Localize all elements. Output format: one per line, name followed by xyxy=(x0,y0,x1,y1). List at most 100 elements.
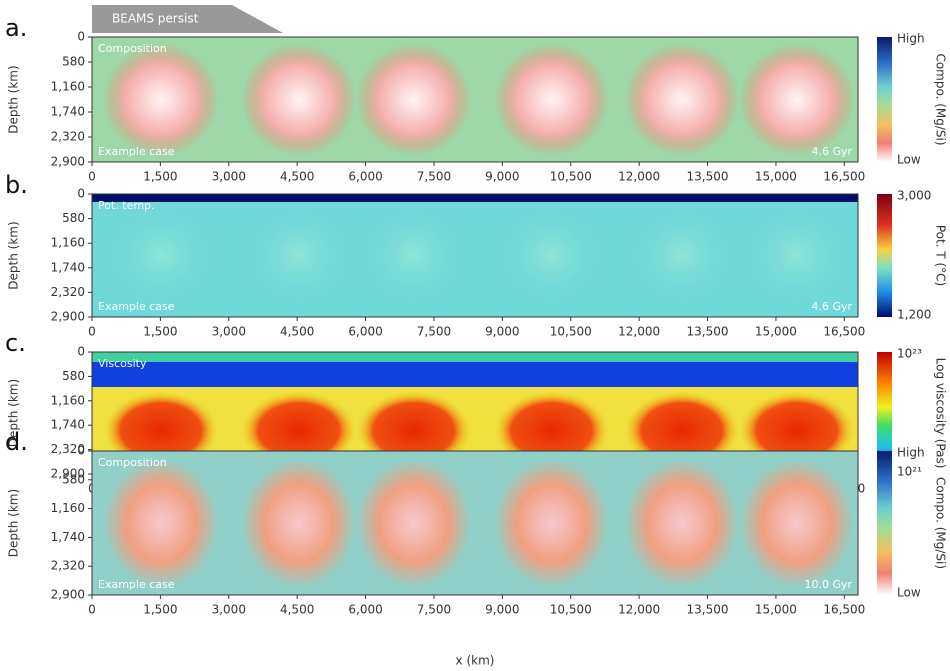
vortex xyxy=(739,200,854,311)
x-tick-label: 9,000 xyxy=(485,603,519,617)
x-tick-label: 7,500 xyxy=(417,603,451,617)
x-tick-label: 15,000 xyxy=(755,325,797,339)
vortex xyxy=(494,43,609,156)
x-tick-label: 4,500 xyxy=(280,170,314,184)
colorbar-top: High xyxy=(897,32,925,46)
banner: BEAMS persist xyxy=(112,12,199,26)
panel-letter: b. xyxy=(5,171,28,199)
inset-title: Viscosity xyxy=(98,357,147,370)
x-tick-label: 12,000 xyxy=(618,603,660,617)
vortex xyxy=(624,43,739,156)
colorbar-bottom: Low xyxy=(897,153,921,167)
vortex xyxy=(241,43,356,156)
panel-letter: c. xyxy=(5,329,26,357)
panel-letter: d. xyxy=(5,428,28,456)
x-axis-label: x (km) xyxy=(456,654,495,668)
cold-layer xyxy=(92,194,858,202)
colorbar-bottom: 10²¹ xyxy=(897,465,922,479)
y-tick-label: 580 xyxy=(62,472,85,486)
x-tick-label: 12,000 xyxy=(618,325,660,339)
vortex xyxy=(103,458,218,588)
vortex xyxy=(241,200,356,311)
x-tick-label: 4,500 xyxy=(280,603,314,617)
colorbar-label: Compo. (Mg/Si) xyxy=(934,477,948,569)
lid-layer xyxy=(92,362,858,387)
x-tick-label: 0 xyxy=(88,170,96,184)
inset-title: Composition xyxy=(98,42,167,55)
x-tick-label: 4,500 xyxy=(280,325,314,339)
y-tick-label: 0 xyxy=(77,30,85,44)
vortex xyxy=(103,200,218,311)
colorbar-bottom: Low xyxy=(897,586,921,600)
x-tick-label: 6,000 xyxy=(348,170,382,184)
y-tick-label: 2,320 xyxy=(51,559,85,573)
y-tick-label: 1,160 xyxy=(51,393,85,407)
x-tick-label: 3,000 xyxy=(212,325,246,339)
x-tick-label: 16,500 xyxy=(823,170,865,184)
colorbar-label: Compo. (Mg/Si) xyxy=(934,53,948,145)
y-tick-label: 1,740 xyxy=(51,418,85,432)
colorbar-bottom: 1,200 xyxy=(897,308,931,322)
y-tick-label: 2,900 xyxy=(51,155,85,169)
x-tick-label: 7,500 xyxy=(417,325,451,339)
x-tick-label: 10,500 xyxy=(550,325,592,339)
x-tick-label: 6,000 xyxy=(348,603,382,617)
inset-title: Pot. temp. xyxy=(98,199,155,212)
inset-case: Example case xyxy=(98,145,175,158)
x-tick-label: 0 xyxy=(88,603,96,617)
colorbar xyxy=(877,451,892,595)
vortex xyxy=(739,458,854,588)
y-tick-label: 2,900 xyxy=(51,310,85,324)
x-tick-label: 13,500 xyxy=(687,170,729,184)
x-tick-label: 10,500 xyxy=(550,603,592,617)
y-tick-label: 1,160 xyxy=(51,501,85,515)
inset-case: Example case xyxy=(98,300,175,313)
vortex xyxy=(739,43,854,156)
y-tick-label: 0 xyxy=(77,187,85,201)
inset-age: 4.6 Gyr xyxy=(811,145,852,158)
x-tick-label: 15,000 xyxy=(755,170,797,184)
inset-title: Composition xyxy=(98,456,167,469)
y-axis-label: Depth (km) xyxy=(7,221,21,289)
y-tick-label: 1,160 xyxy=(51,80,85,94)
colorbar-label: Log viscosity (Pas) xyxy=(934,358,948,469)
vortex xyxy=(494,458,609,588)
colorbar xyxy=(877,194,892,317)
colorbar-top: 3,000 xyxy=(897,189,931,203)
x-tick-label: 12,000 xyxy=(618,170,660,184)
vortex xyxy=(494,200,609,311)
y-tick-label: 2,900 xyxy=(51,588,85,602)
x-tick-label: 16,500 xyxy=(823,325,865,339)
x-tick-label: 9,000 xyxy=(485,170,519,184)
y-tick-label: 580 xyxy=(62,55,85,69)
inset-case: Example case xyxy=(98,578,175,591)
x-tick-label: 7,500 xyxy=(417,170,451,184)
x-tick-label: 3,000 xyxy=(212,603,246,617)
y-tick-label: 580 xyxy=(62,369,85,383)
x-tick-label: 16,500 xyxy=(823,603,865,617)
x-tick-label: 13,500 xyxy=(687,325,729,339)
vortex xyxy=(624,458,739,588)
x-tick-label: 1,500 xyxy=(143,603,177,617)
vortex xyxy=(624,200,739,311)
vortex xyxy=(356,458,471,588)
vortex xyxy=(356,43,471,156)
y-tick-label: 2,320 xyxy=(51,130,85,144)
x-tick-label: 9,000 xyxy=(485,325,519,339)
x-tick-label: 3,000 xyxy=(212,170,246,184)
vortex xyxy=(241,458,356,588)
figure: BEAMS persist x (km) a. Composition Exampl… xyxy=(0,0,950,671)
y-tick-label: 1,740 xyxy=(51,530,85,544)
vortex xyxy=(356,200,471,311)
x-tick-label: 0 xyxy=(88,325,96,339)
x-tick-label: 10,500 xyxy=(550,170,592,184)
y-tick-label: 2,320 xyxy=(51,285,85,299)
y-tick-label: 1,740 xyxy=(51,260,85,274)
x-tick-label: 13,500 xyxy=(687,603,729,617)
colorbar-top: 10²³ xyxy=(897,347,922,361)
panel-letter: a. xyxy=(5,14,27,42)
inset-age: 10.0 Gyr xyxy=(804,578,852,591)
y-tick-label: 1,740 xyxy=(51,105,85,119)
colorbar-top: High xyxy=(897,446,925,460)
y-axis-label: Depth (km) xyxy=(7,489,21,557)
